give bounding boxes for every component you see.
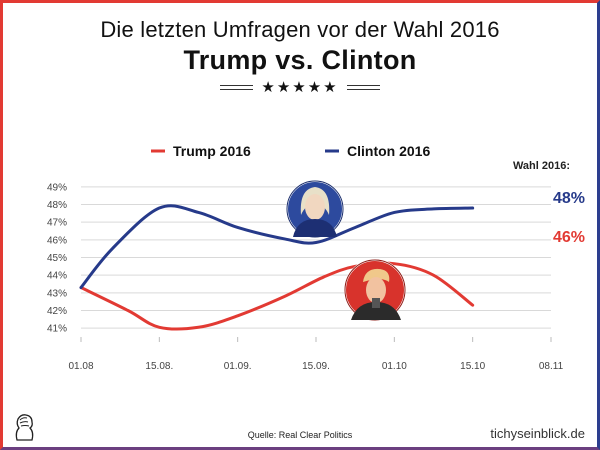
x-tick-label: 15.09. <box>302 361 330 372</box>
chart-kicker: Die letzten Umfragen vor der Wahl 2016 <box>100 17 500 42</box>
x-tick-label: 01.10 <box>382 361 407 372</box>
y-tick-label: 46% <box>47 235 67 246</box>
chart-title: Trump vs. Clinton <box>183 45 417 75</box>
brand-link[interactable]: tichyseinblick.de <box>490 426 585 441</box>
y-tick-label: 48% <box>47 200 67 211</box>
ornament-rule-right <box>346 85 380 90</box>
header: Die letzten Umfragen vor der Wahl 2016 T… <box>3 17 597 95</box>
x-tick-label: 15.08. <box>145 361 173 372</box>
x-tick-label: 01.08 <box>68 361 93 372</box>
source-note: Quelle: Real Clear Politics <box>247 430 353 440</box>
y-tick-label: 44% <box>47 271 67 282</box>
clinton-result-value: 48% <box>553 190 585 207</box>
ornament-rule-left <box>220 85 254 90</box>
legend: Trump 2016 Clinton 2016 <box>151 143 430 159</box>
legend-label: Clinton 2016 <box>347 143 430 159</box>
title-ornament: ★★★★★ <box>220 80 380 95</box>
line-chart: 41%42%43%44%45%46%47%48%49% 01.08 15.08. 0… <box>47 143 585 372</box>
series-lines <box>79 204 475 331</box>
x-tick-label: 01.09. <box>224 361 252 372</box>
star-rating-icon: ★★★★★ <box>261 79 339 96</box>
y-tick-label: 45% <box>47 253 67 264</box>
y-tick-label: 42% <box>47 306 67 317</box>
series-line-trump-2016 <box>79 261 475 331</box>
y-tick-label: 43% <box>47 288 67 299</box>
trump-portrait-icon <box>344 259 406 321</box>
legend-label: Trump 2016 <box>173 143 251 159</box>
x-tick-label: 15.10 <box>460 361 485 372</box>
x-axis-labels: 01.08 15.08. 01.09. 15.09. 01.10 15.10 08.11 <box>68 337 564 372</box>
y-tick-label: 41% <box>47 324 67 335</box>
y-tick-label: 47% <box>47 218 67 229</box>
x-tick-label: 08.11 <box>539 361 564 372</box>
clinton-portrait-icon <box>286 180 344 238</box>
election-result-label: Wahl 2016: <box>513 160 570 172</box>
y-axis-labels: 41% 42% 43% 44% 45% 46% 47% 48% 49% <box>47 182 67 334</box>
y-tick-label: 49% <box>47 182 67 193</box>
trump-result-value: 46% <box>553 229 585 246</box>
publisher-logo-icon <box>15 414 34 441</box>
series-line-clinton-2016 <box>79 204 475 290</box>
